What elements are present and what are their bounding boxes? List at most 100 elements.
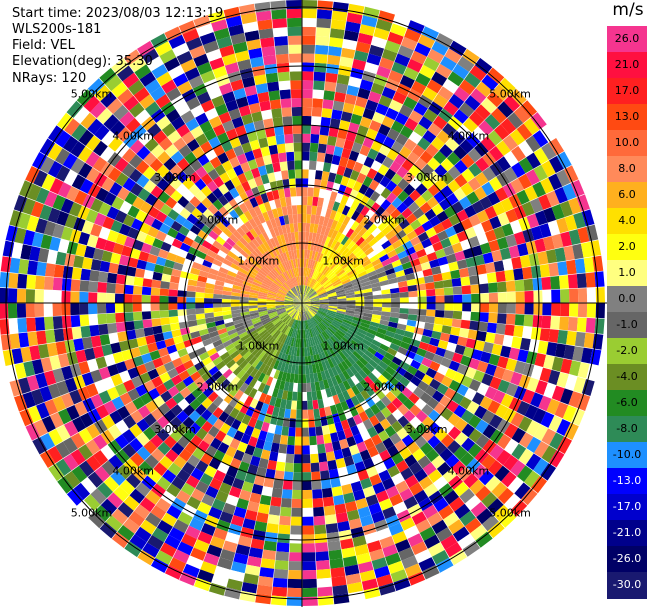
velocity-gate (71, 124, 87, 141)
velocity-gate (350, 322, 361, 329)
velocity-gate (40, 234, 53, 250)
velocity-gate (138, 344, 150, 356)
velocity-gate (452, 526, 470, 542)
velocity-gate (127, 257, 139, 268)
velocity-gate (265, 432, 275, 443)
velocity-gate (315, 272, 322, 281)
colorbar-segment (607, 364, 647, 391)
velocity-gate (319, 305, 329, 309)
velocity-gate (245, 189, 255, 200)
range-ring-label: 1.00km (238, 339, 280, 352)
velocity-gate (208, 330, 219, 339)
velocity-gate (248, 269, 258, 277)
velocity-gate (334, 315, 344, 321)
velocity-gate (572, 243, 584, 260)
velocity-gate (548, 262, 559, 277)
velocity-gate (94, 505, 112, 522)
velocity-gate (429, 234, 441, 245)
velocity-gate (178, 144, 192, 158)
velocity-gate (323, 267, 330, 276)
velocity-gate (167, 130, 182, 144)
velocity-gate (381, 258, 392, 267)
velocity-gate (336, 293, 346, 298)
velocity-gate (541, 160, 556, 178)
velocity-gate (504, 324, 515, 336)
velocity-gate (479, 312, 489, 323)
velocity-gate (220, 262, 231, 271)
velocity-gate (240, 526, 254, 539)
velocity-gate (115, 172, 129, 187)
velocity-gate (320, 389, 328, 399)
velocity-gate (348, 327, 358, 335)
velocity-gate (165, 449, 179, 463)
velocity-gate (178, 225, 190, 237)
velocity-gate (313, 283, 321, 291)
velocity-gate (268, 312, 278, 318)
velocity-gate (375, 490, 389, 503)
velocity-gate (280, 362, 286, 372)
velocity-gate (345, 289, 355, 294)
velocity-gate (170, 220, 183, 232)
velocity-gate (271, 9, 287, 20)
velocity-gate (408, 290, 418, 298)
velocity-gate (213, 124, 226, 137)
velocity-gate (229, 187, 240, 199)
nrays-label: NRays: 120 (12, 71, 87, 86)
velocity-gate (302, 303, 303, 312)
velocity-gate (257, 165, 268, 176)
velocity-gate (363, 375, 374, 386)
velocity-gate (340, 419, 350, 430)
velocity-gate (556, 217, 569, 234)
velocity-gate (379, 175, 391, 188)
velocity-gate (70, 315, 81, 328)
velocity-gate (288, 336, 293, 346)
velocity-gate (304, 267, 308, 277)
velocity-gate (127, 338, 139, 350)
velocity-gate (309, 328, 313, 338)
velocity-gate (322, 379, 330, 389)
velocity-gate (248, 47, 263, 59)
velocity-gate (441, 325, 452, 335)
velocity-gate (324, 442, 334, 453)
velocity-gate (491, 249, 503, 262)
velocity-gate (346, 464, 358, 476)
velocity-gate (314, 271, 320, 280)
velocity-gate (207, 326, 218, 334)
velocity-gate (233, 319, 243, 325)
velocity-gate (368, 274, 379, 281)
velocity-gate (257, 327, 266, 335)
velocity-gate (391, 531, 408, 545)
velocity-gate (55, 441, 71, 459)
velocity-gate (417, 455, 431, 469)
velocity-gate (516, 123, 533, 141)
velocity-gate (276, 361, 283, 371)
velocity-gate (169, 177, 182, 190)
velocity-gate (16, 288, 27, 303)
velocity-gate (309, 259, 314, 269)
velocity-gate (186, 555, 203, 570)
velocity-gate (392, 14, 410, 29)
velocity-gate (294, 160, 302, 170)
velocity-gate (439, 447, 454, 462)
velocity-gate (19, 409, 34, 427)
velocity-gate (318, 380, 326, 391)
velocity-gate (58, 353, 70, 368)
velocity-gate (491, 343, 503, 356)
velocity-gate (269, 396, 277, 407)
velocity-gate (260, 192, 269, 204)
velocity-gate (291, 346, 295, 356)
velocity-gate (136, 174, 150, 188)
velocity-gate (493, 260, 505, 272)
velocity-gate (530, 327, 542, 341)
velocity-gate (388, 361, 400, 371)
velocity-gate (305, 310, 311, 320)
velocity-gate (289, 418, 296, 428)
velocity-gate (127, 205, 140, 218)
velocity-gate (294, 267, 298, 277)
velocity-gate (225, 15, 243, 28)
velocity-gate (325, 269, 334, 278)
velocity-gate (262, 364, 270, 375)
velocity-gate (25, 166, 40, 184)
velocity-gate (302, 302, 311, 303)
velocity-gate (414, 468, 428, 483)
